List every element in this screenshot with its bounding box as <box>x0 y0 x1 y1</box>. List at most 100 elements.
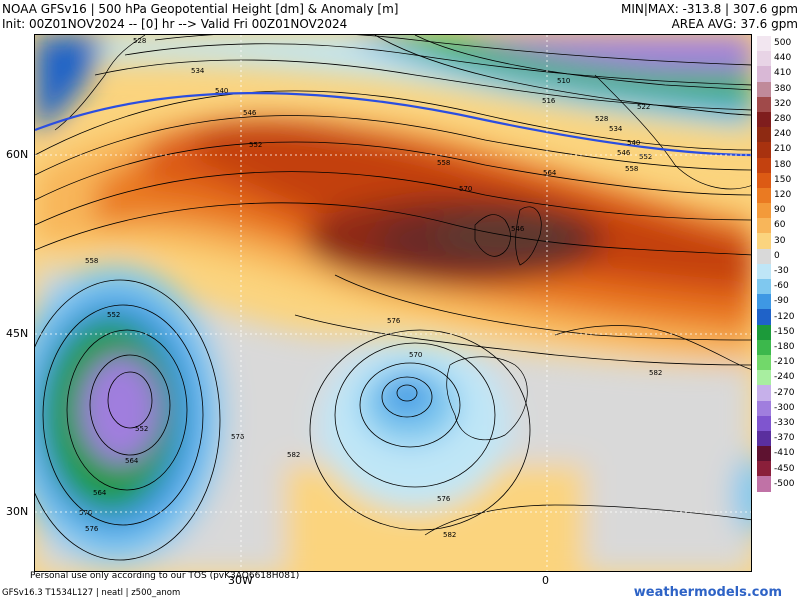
low-contours <box>35 279 531 561</box>
contour-label: 534 <box>191 67 205 75</box>
contour-label: 540 <box>627 139 640 147</box>
contour-label: 552 <box>107 311 120 319</box>
colorbar-cell <box>757 51 771 67</box>
colorbar-label: -60 <box>774 281 789 292</box>
contour-label: 582 <box>443 531 456 539</box>
contour-label: 564 <box>125 457 139 465</box>
colorbar-label: -370 <box>774 433 795 444</box>
contour-label: 576 <box>387 317 401 325</box>
contour-label: 552 <box>639 153 652 161</box>
contour-label: 576 <box>437 495 451 503</box>
contour-label: 576 <box>231 433 245 441</box>
colorbar-label: 0 <box>774 250 780 261</box>
colorbar-label: 120 <box>774 190 792 200</box>
colorbar-label: -410 <box>774 448 795 459</box>
colorbar <box>757 36 771 492</box>
colorbar-label: -330 <box>774 418 795 428</box>
contour-label: 546 <box>243 109 257 117</box>
colorbar-label: 500 <box>774 38 792 48</box>
chart-header-right: MIN|MAX: -313.8 | 307.6 gpm AREA AVG: 37… <box>621 2 798 32</box>
colorbar-cell <box>757 111 771 128</box>
contour-label: 546 <box>511 225 525 233</box>
init-valid-time: Init: 00Z01NOV2024 -- [0] hr --> Valid F… <box>2 17 348 31</box>
colorbar-cell <box>757 324 771 340</box>
colorbar-cell <box>757 309 771 325</box>
contour-label: 576 <box>85 525 99 533</box>
tos-disclaimer: Personal use only according to our TOS (… <box>30 571 300 581</box>
area-average-readout: AREA AVG: 37.6 gpm <box>671 17 798 31</box>
colorbar-cell <box>757 157 771 173</box>
colorbar-cell <box>757 218 771 234</box>
contour-label: 558 <box>85 257 98 265</box>
contour-label: 522 <box>637 103 650 111</box>
contour-label: 582 <box>649 369 662 377</box>
colorbar-cell <box>757 248 771 264</box>
colorbar-cell <box>757 66 771 82</box>
colorbar-label: -180 <box>774 342 795 352</box>
contour-labels: 528 534 540 546 552 558 564 570 576 582 … <box>79 37 662 539</box>
contour-label: 564 <box>93 489 107 497</box>
colorbar-label: 380 <box>774 83 792 94</box>
contour-label: 552 <box>249 141 262 149</box>
colorbar-cell <box>757 187 771 204</box>
colorbar-cell <box>757 203 771 219</box>
lon-label-0: 0 <box>542 574 549 587</box>
colorbar-label: 320 <box>774 98 792 109</box>
coastlines <box>54 35 751 536</box>
colorbar-cell <box>757 385 771 401</box>
colorbar-label: 90 <box>774 205 786 216</box>
colorbar-label: -150 <box>774 326 795 337</box>
colorbar-cell <box>757 172 771 188</box>
colorbar-cell <box>757 339 771 355</box>
colorbar-label: 30 <box>774 235 786 246</box>
colorbar-cell <box>757 96 771 112</box>
contour-label: 570 <box>459 185 472 193</box>
colorbar-cell <box>757 446 771 462</box>
colorbar-cell <box>757 81 771 97</box>
contour-label: 570 <box>409 351 422 359</box>
model-info: GFSv16.3 T1534L127 | neatl | z500_anom <box>2 588 181 598</box>
height-contours <box>35 35 751 366</box>
colorbar-cell <box>757 370 771 386</box>
colorbar-cell <box>757 263 771 279</box>
highlighted-contour-540 <box>35 92 751 157</box>
colorbar-label: 240 <box>774 129 792 140</box>
colorbar-label: 210 <box>774 144 792 155</box>
colorbar-cell <box>757 400 771 416</box>
contour-label: 510 <box>557 77 570 85</box>
contour-label: 528 <box>133 37 146 45</box>
contour-label: 528 <box>595 115 608 123</box>
colorbar-cell <box>757 476 771 492</box>
lat-label-30n: 30N <box>6 505 29 518</box>
colorbar-label: -500 <box>774 478 795 489</box>
colorbar-cell <box>757 233 771 249</box>
contour-label: 546 <box>617 149 631 157</box>
colorbar-label: 280 <box>774 114 792 124</box>
colorbar-label: 440 <box>774 53 792 64</box>
brand-link[interactable]: weathermodels.com <box>633 585 782 600</box>
colorbar-cell <box>757 142 771 158</box>
colorbar-label: -210 <box>774 357 795 368</box>
colorbar-label: 60 <box>774 220 786 231</box>
contour-label: 540 <box>215 87 228 95</box>
colorbar-label: -30 <box>774 266 789 276</box>
contour-label: 534 <box>609 125 623 133</box>
colorbar-cell <box>757 127 771 143</box>
chart-title: NOAA GFSv16 | 500 hPa Geopotential Heigh… <box>2 2 399 16</box>
colorbar-cell <box>757 294 771 310</box>
colorbar-label: -90 <box>774 296 789 307</box>
contour-label: 564 <box>543 169 557 177</box>
colorbar-cell <box>757 279 771 295</box>
colorbar-label: -120 <box>774 311 795 322</box>
colorbar-cell <box>757 415 771 431</box>
anomaly-field <box>35 35 751 571</box>
colorbar-label: -270 <box>774 387 795 398</box>
colorbar-cell <box>757 430 771 447</box>
contour-label: 570 <box>79 509 92 517</box>
weather-map: 528 534 540 546 552 558 564 570 576 582 … <box>34 34 752 572</box>
contour-label: 582 <box>287 451 300 459</box>
contour-label: 516 <box>542 97 556 105</box>
colorbar-cell <box>757 461 771 477</box>
colorbar-label: -450 <box>774 463 795 474</box>
min-max-readout: MIN|MAX: -313.8 | 307.6 gpm <box>621 2 798 16</box>
